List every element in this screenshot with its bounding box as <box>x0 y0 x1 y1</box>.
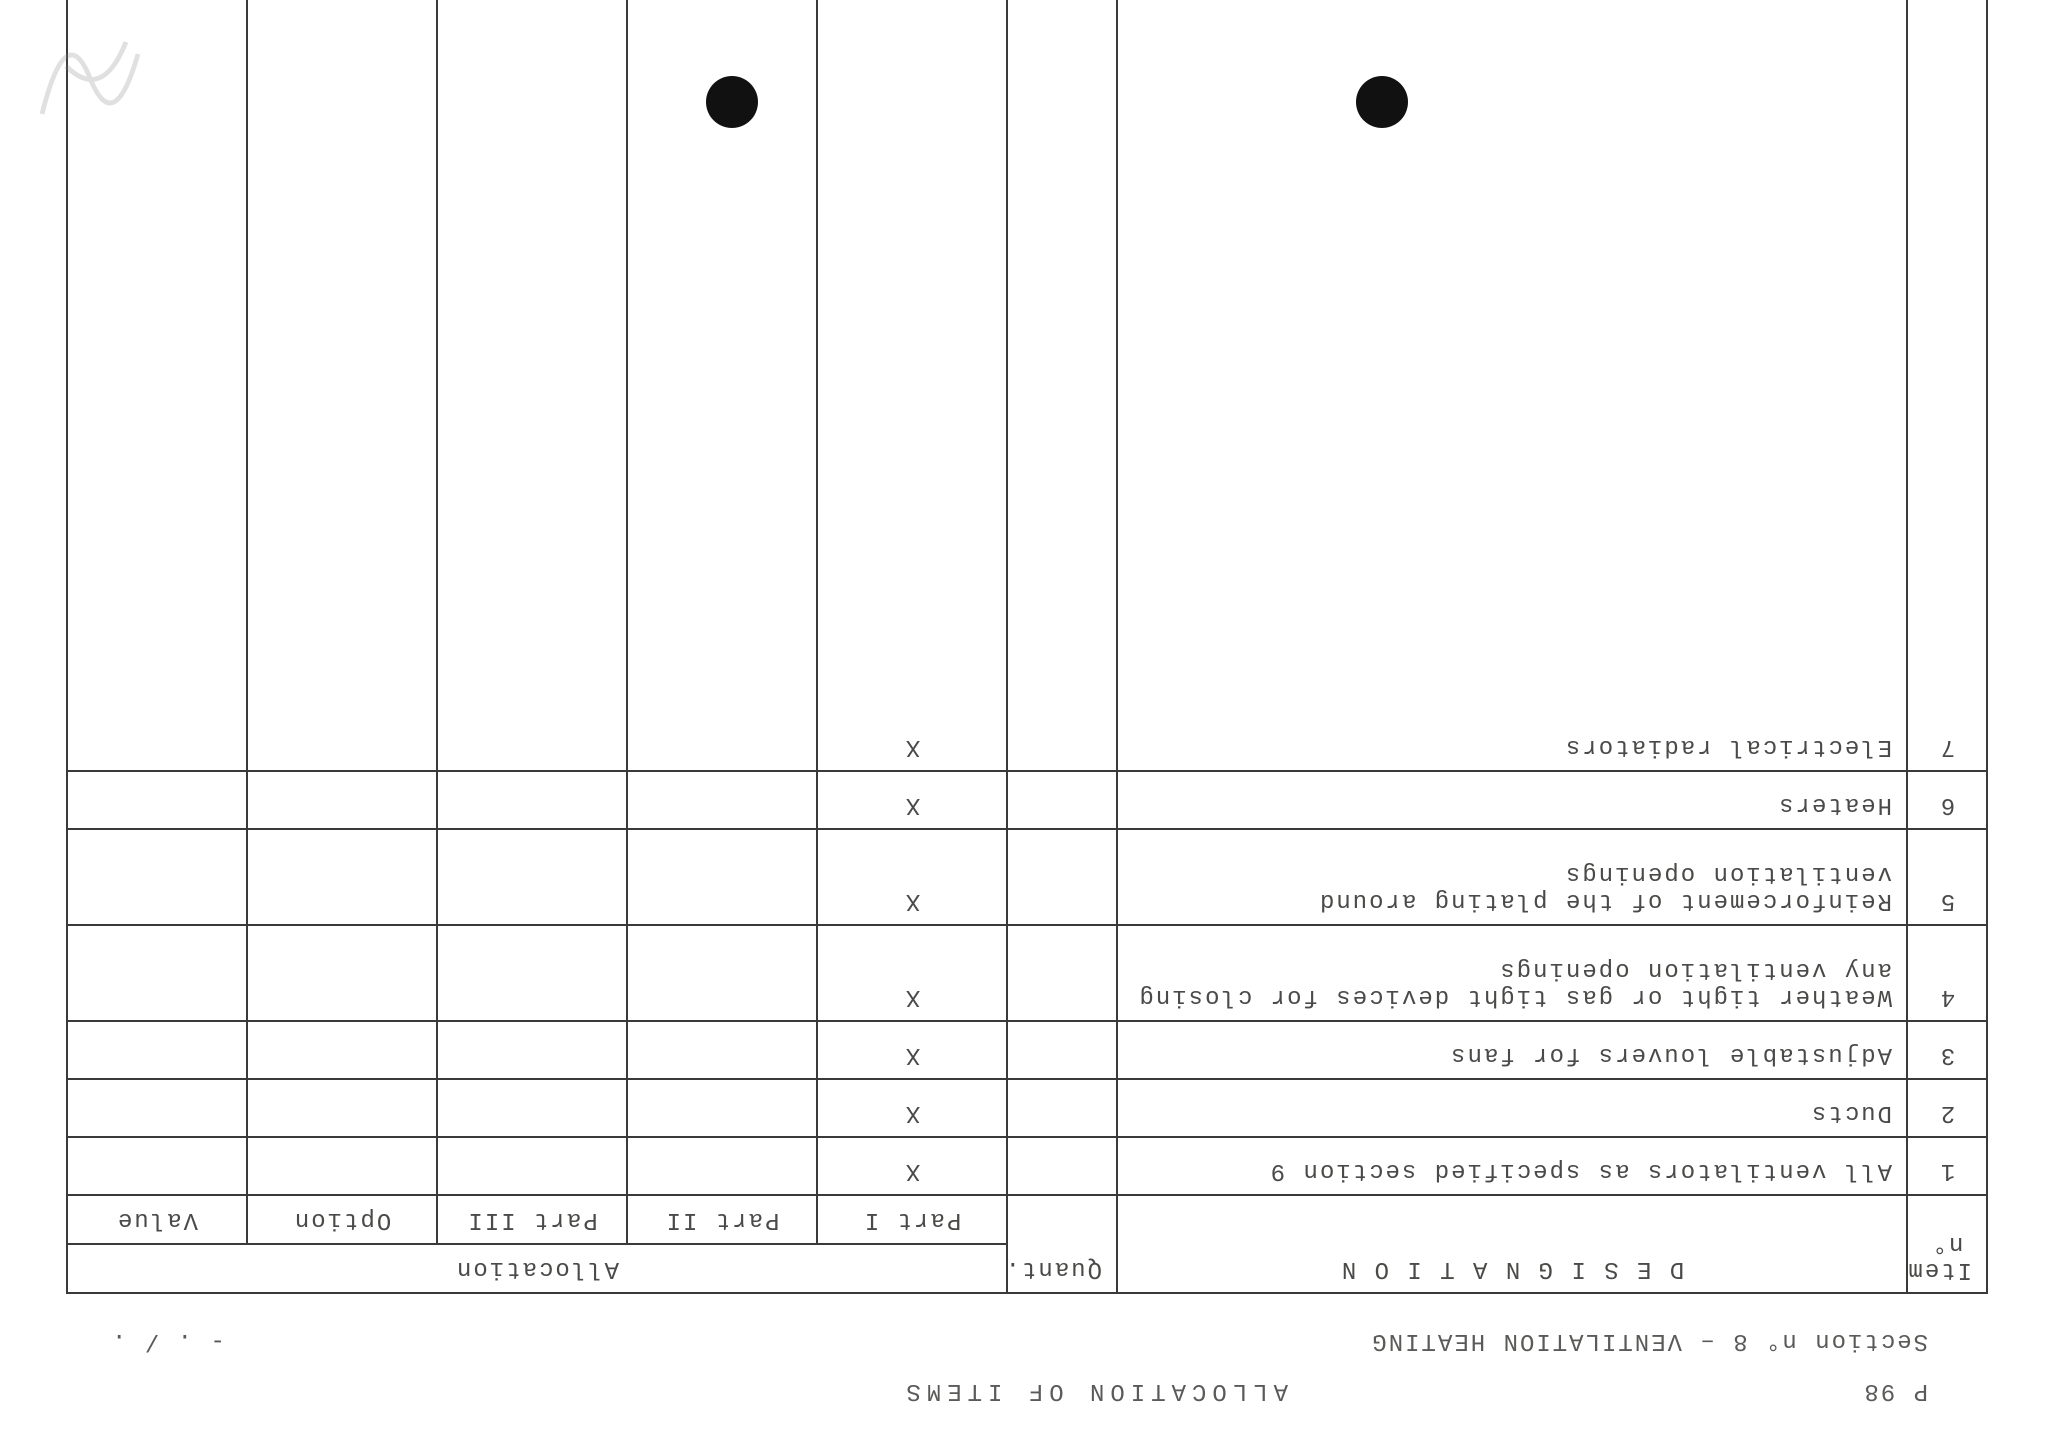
cell-part1: X <box>817 925 1007 1021</box>
cell-part3 <box>437 925 627 1021</box>
cell-part2 <box>627 713 817 771</box>
cell-item: 1 <box>1907 1137 1987 1195</box>
cell-value <box>67 829 247 925</box>
cell-part1: X <box>817 1137 1007 1195</box>
cell-option <box>247 1079 437 1137</box>
cell-desig: Heaters <box>1117 771 1907 829</box>
cell-item: 6 <box>1907 771 1987 829</box>
cell-option <box>247 925 437 1021</box>
page-number: - . / . <box>110 1327 225 1354</box>
cell-value <box>67 713 247 771</box>
table-row: 6Heaters X <box>67 771 1987 829</box>
table-row: 7Electrical radiators X <box>67 713 1987 771</box>
cell-value <box>67 1137 247 1195</box>
table-body: 1All ventilators as specified section 9 X… <box>67 0 1987 1195</box>
allocation-table: Item n° D E S I G N A T I O N Quant. All… <box>66 0 1988 1294</box>
punch-hole <box>706 76 758 128</box>
cell-desig: Adjustable louvers for fans <box>1117 1021 1907 1079</box>
cell-item: 5 <box>1907 829 1987 925</box>
cell-quant <box>1007 1021 1117 1079</box>
cell-part3 <box>437 1137 627 1195</box>
col-allocation: Allocation <box>67 1244 1007 1293</box>
table-row: 1All ventilators as specified section 9 X <box>67 1137 1987 1195</box>
col-part3: Part III <box>437 1195 627 1244</box>
cell-desig: All ventilators as specified section 9 <box>1117 1137 1907 1195</box>
cell-item: 2 <box>1907 1079 1987 1137</box>
cell-part3 <box>437 829 627 925</box>
page-id: P 98 <box>1862 1377 1928 1404</box>
table-filler <box>67 0 1987 713</box>
cell-value <box>67 1079 247 1137</box>
cell-part3 <box>437 1021 627 1079</box>
punch-hole <box>1356 76 1408 128</box>
cell-part3 <box>437 1079 627 1137</box>
col-part1: Part I <box>817 1195 1007 1244</box>
cell-desig: Reinforcement of the plating around vent… <box>1117 829 1907 925</box>
document-title: ALLOCATION OF ITEMS <box>900 1377 1288 1404</box>
cell-quant <box>1007 1079 1117 1137</box>
cell-part1: X <box>817 1021 1007 1079</box>
table-row: 2Ducts X <box>67 1079 1987 1137</box>
cell-option <box>247 1137 437 1195</box>
cell-item: 7 <box>1907 713 1987 771</box>
cell-item: 3 <box>1907 1021 1987 1079</box>
cell-part2 <box>627 1137 817 1195</box>
cell-desig: Electrical radiators <box>1117 713 1907 771</box>
cell-option <box>247 713 437 771</box>
col-part2: Part II <box>627 1195 817 1244</box>
cell-quant <box>1007 713 1117 771</box>
scanned-page: P 98 ALLOCATION OF ITEMS Section n° 8 – … <box>0 0 2048 1444</box>
handwriting-mark <box>30 30 150 150</box>
cell-part1: X <box>817 1079 1007 1137</box>
table-row: 3Adjustable louvers for fans X <box>67 1021 1987 1079</box>
cell-part2 <box>627 925 817 1021</box>
cell-quant <box>1007 925 1117 1021</box>
cell-quant <box>1007 829 1117 925</box>
cell-value <box>67 771 247 829</box>
table-row: 4Weather tight or gas tight devices for … <box>67 925 1987 1021</box>
cell-quant <box>1007 1137 1117 1195</box>
cell-part3 <box>437 771 627 829</box>
cell-value <box>67 925 247 1021</box>
cell-part2 <box>627 829 817 925</box>
cell-value <box>67 1021 247 1079</box>
cell-part2 <box>627 1021 817 1079</box>
cell-part1: X <box>817 771 1007 829</box>
cell-part1: X <box>817 713 1007 771</box>
cell-part2 <box>627 1079 817 1137</box>
cell-part1: X <box>817 829 1007 925</box>
col-value: Value <box>67 1195 247 1244</box>
col-item: Item n° <box>1907 1195 1987 1293</box>
cell-desig: Ducts <box>1117 1079 1907 1137</box>
cell-desig: Weather tight or gas tight devices for c… <box>1117 925 1907 1021</box>
section-title: Section n° 8 – VENTILATION HEATING <box>1370 1327 1928 1354</box>
cell-quant <box>1007 771 1117 829</box>
cell-option <box>247 771 437 829</box>
col-option: Option <box>247 1195 437 1244</box>
table-row: 5Reinforcement of the plating around ven… <box>67 829 1987 925</box>
cell-item: 4 <box>1907 925 1987 1021</box>
cell-part3 <box>437 713 627 771</box>
cell-option <box>247 829 437 925</box>
cell-option <box>247 1021 437 1079</box>
col-quantity: Quant. <box>1007 1195 1117 1293</box>
col-designation: D E S I G N A T I O N <box>1117 1195 1907 1293</box>
cell-part2 <box>627 771 817 829</box>
